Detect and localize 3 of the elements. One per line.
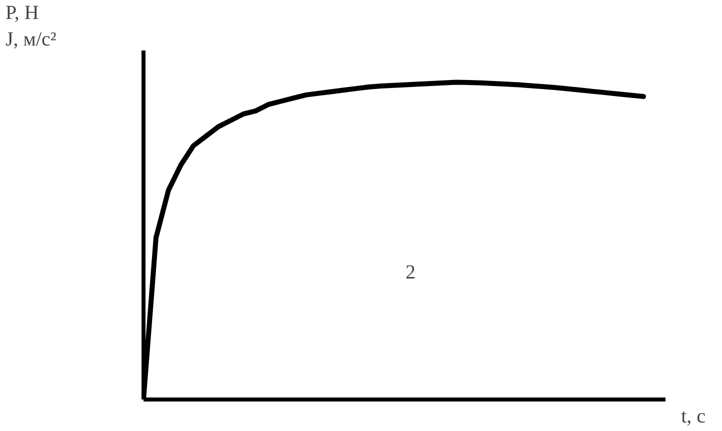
- y-axis-title: P, Н J, м/с²: [6, 2, 56, 50]
- annotation: 2: [406, 262, 416, 284]
- x-axis-title: t, с: [681, 406, 706, 428]
